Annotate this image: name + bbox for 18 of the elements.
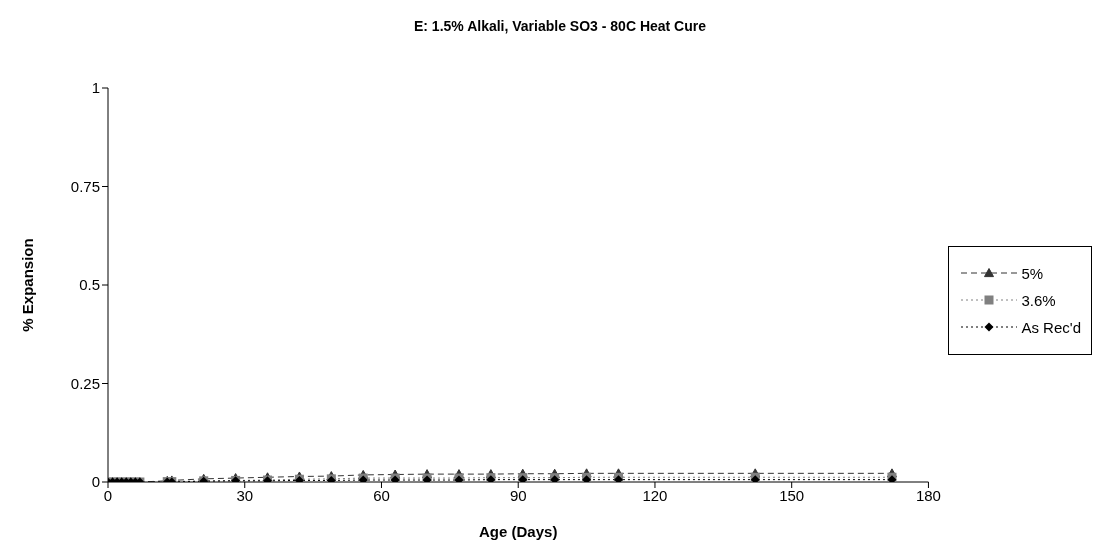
- legend-label: 3.6%: [1021, 291, 1056, 309]
- x-tick-label: 30: [236, 486, 254, 504]
- x-tick-label: 180: [915, 486, 941, 504]
- y-tick-label: 0.75: [70, 177, 100, 195]
- x-tick-label: 120: [642, 486, 668, 504]
- x-tick-label: 150: [779, 486, 805, 504]
- y-tick-label: 0.25: [70, 374, 100, 392]
- x-tick-label: 60: [373, 486, 390, 504]
- y-tick-label: 1: [91, 79, 100, 97]
- x-tick-label: 0: [103, 486, 113, 504]
- y-axis-title: % Expansion: [19, 238, 37, 332]
- y-tick-label: 0: [91, 473, 100, 491]
- chart-title: E: 1.5% Alkali, Variable SO3 - 80C Heat Cure: [412, 17, 708, 36]
- x-axis-title: Age (Days): [479, 523, 558, 540]
- x-tick-label: 90: [509, 486, 527, 504]
- legend-label: As Rec'd: [1021, 318, 1081, 336]
- legend-label: 5%: [1021, 264, 1044, 282]
- y-tick-label: 0.5: [79, 276, 100, 294]
